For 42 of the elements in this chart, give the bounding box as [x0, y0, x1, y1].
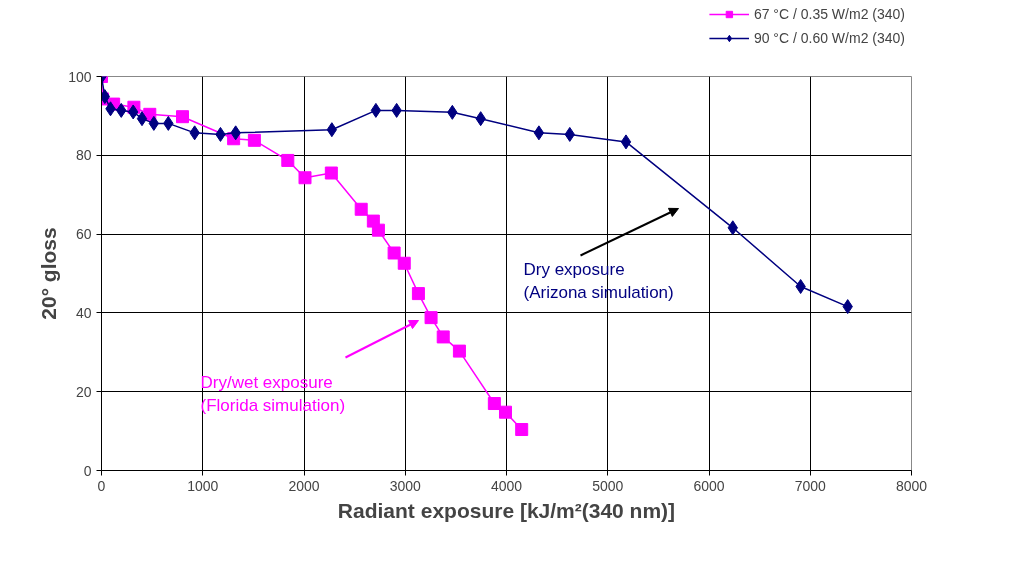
point	[487, 397, 501, 411]
y-tick-label: 20	[75, 383, 92, 400]
y-tick-label: 0	[83, 462, 92, 479]
point	[281, 153, 295, 167]
point	[795, 279, 806, 294]
point	[324, 166, 338, 180]
point	[371, 223, 385, 237]
x-tick-label: 1000	[187, 477, 219, 494]
point	[298, 171, 312, 185]
x-tick-label: 0	[97, 477, 106, 494]
x-tick-label: 6000	[693, 477, 725, 494]
point	[411, 287, 425, 301]
point	[387, 246, 401, 260]
y-tick-label: 60	[75, 226, 92, 243]
point	[424, 311, 438, 325]
point	[176, 110, 189, 124]
point	[498, 405, 512, 419]
x-tick-label: 3000	[389, 477, 422, 494]
point	[326, 122, 338, 138]
legend-label: 67 °C / 0.35 W/m2 (340)	[753, 6, 905, 22]
point	[370, 102, 382, 118]
point	[515, 423, 529, 437]
y-axis-title: 20° gloss	[37, 227, 61, 320]
x-tick-label: 7000	[794, 477, 827, 494]
x-tick-label: 8000	[895, 477, 928, 494]
point	[452, 344, 466, 358]
point	[148, 115, 160, 131]
x-tick-label: 2000	[288, 477, 320, 494]
y-tick-label: 100	[68, 68, 92, 85]
point	[436, 330, 450, 344]
y-tick-label: 80	[75, 147, 92, 164]
point	[533, 125, 545, 141]
point	[397, 256, 411, 270]
y-tick-label: 40	[75, 304, 92, 321]
point	[247, 133, 261, 147]
point	[136, 111, 148, 127]
point	[354, 202, 368, 216]
legend-label: 90 °C / 0.60 W/m2 (340)	[753, 30, 905, 46]
x-tick-label: 5000	[592, 477, 624, 494]
x-tick-label: 4000	[490, 477, 523, 494]
x-axis-title: Radiant exposure [kJ/m²(340 nm)]	[337, 498, 676, 522]
point	[620, 134, 632, 150]
